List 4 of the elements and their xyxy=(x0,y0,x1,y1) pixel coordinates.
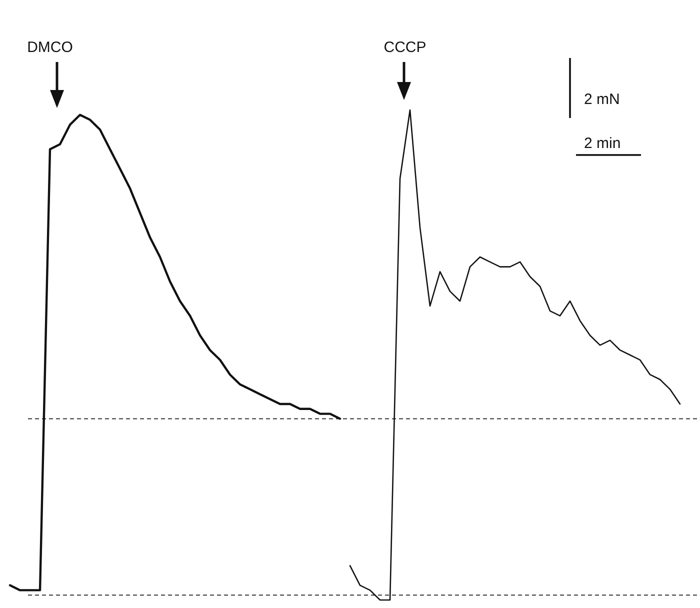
text: 2 mN xyxy=(584,91,620,108)
annotation: 2 min xyxy=(584,135,621,152)
text: DMCO xyxy=(27,39,73,56)
text: CCCP xyxy=(384,39,426,56)
